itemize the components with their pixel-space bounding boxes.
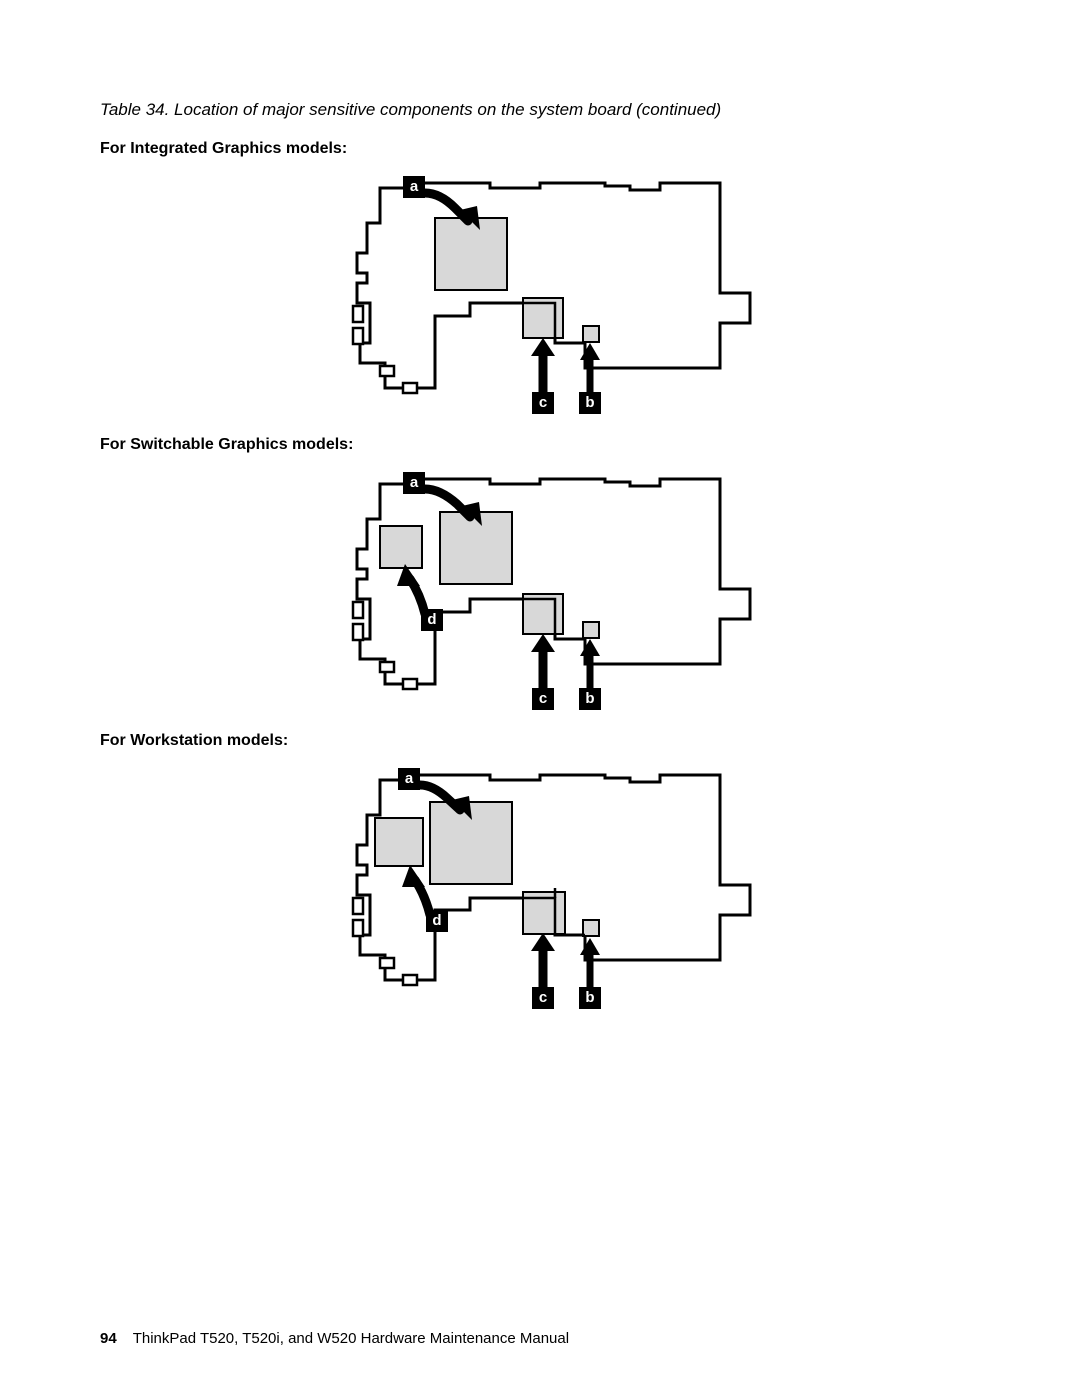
section-heading-integrated: For Integrated Graphics models: bbox=[100, 140, 980, 158]
diagram-workstation: a d c b bbox=[100, 760, 980, 1015]
callout-a: a bbox=[403, 176, 425, 198]
section-heading-switchable: For Switchable Graphics models: bbox=[100, 436, 980, 454]
page-number: 94 bbox=[100, 1330, 117, 1347]
callout-d: d bbox=[421, 609, 443, 631]
callout-d: d bbox=[426, 910, 448, 932]
callout-c: c bbox=[532, 392, 554, 414]
callout-c: c bbox=[532, 987, 554, 1009]
callout-a: a bbox=[403, 472, 425, 494]
callout-c: c bbox=[532, 688, 554, 710]
callout-a: a bbox=[398, 768, 420, 790]
callout-b: b bbox=[579, 987, 601, 1009]
section-heading-workstation: For Workstation models: bbox=[100, 732, 980, 750]
diagram-integrated: a c b bbox=[100, 168, 980, 421]
page-footer: 94 ThinkPad T520, T520i, and W520 Hardwar… bbox=[100, 1330, 569, 1347]
callout-b: b bbox=[579, 392, 601, 414]
page-title: Table 34. Location of major sensitive co… bbox=[100, 100, 980, 120]
manual-title: ThinkPad T520, T520i, and W520 Hardware … bbox=[133, 1330, 569, 1347]
callout-b: b bbox=[579, 688, 601, 710]
diagram-switchable: a d c b bbox=[100, 464, 980, 717]
